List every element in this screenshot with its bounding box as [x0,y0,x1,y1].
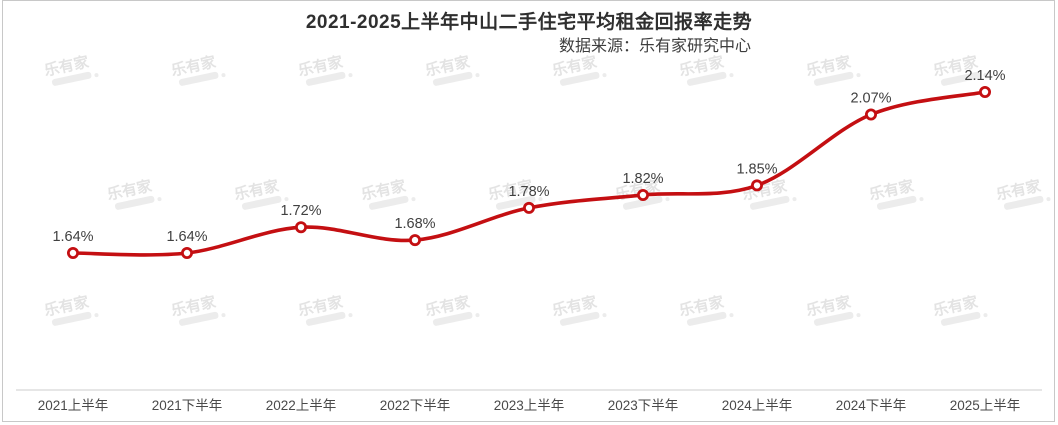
chart-title: 2021-2025上半年中山二手住宅平均租金回报率走势 [305,12,753,33]
data-point [523,201,536,214]
data-point-label: 1.72% [280,203,321,219]
data-point [294,221,307,234]
data-point-label: 1.78% [508,184,549,200]
x-axis-label: 2025上半年 [950,398,1021,413]
data-source-label: 数据来源：乐有家研究中心 [558,38,751,55]
x-axis-label: 2022下半年 [380,398,451,413]
data-point [67,246,80,259]
data-point-label: 1.68% [394,216,435,232]
data-point-label: 2.07% [850,91,891,107]
data-point-label: 1.85% [736,161,777,177]
data-point-label: 1.64% [52,229,93,245]
x-axis-label: 2022上半年 [266,398,337,413]
x-axis-label: 2021下半年 [152,398,223,413]
x-axis-label: 2023下半年 [608,398,679,413]
data-point [865,108,878,121]
x-axis-label: 2021上半年 [38,398,109,413]
x-axis-label: 2023上半年 [494,398,565,413]
data-point [979,86,992,99]
data-point-label: 1.82% [622,171,663,187]
trend-line [71,90,987,257]
data-point [751,179,764,192]
data-point-label: 2.14% [964,68,1005,84]
data-point [408,234,421,247]
x-axis-label: 2024上半年 [722,398,793,413]
data-point [637,188,650,201]
data-point-label: 1.64% [166,229,207,245]
x-axis-label: 2024下半年 [836,398,907,413]
data-point [180,246,193,259]
